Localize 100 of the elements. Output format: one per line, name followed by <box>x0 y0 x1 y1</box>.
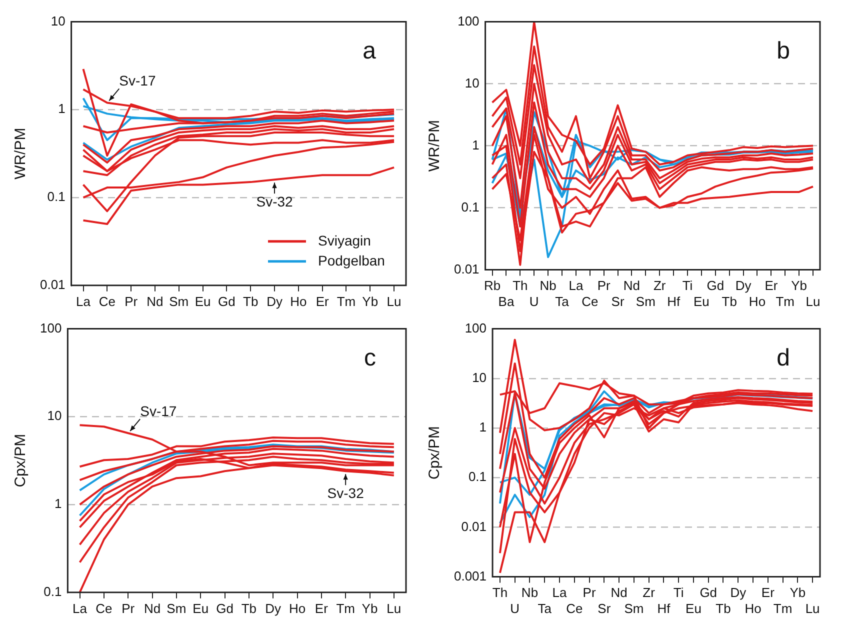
y-tick-label: 10 <box>472 370 487 385</box>
x-tick-label: Ce <box>566 600 583 616</box>
x-tick-label: Sm <box>624 600 644 616</box>
x-tick-label: Tb <box>722 294 737 309</box>
y-tick-label: 0.1 <box>461 199 480 214</box>
x-tick-label: Ho <box>288 600 306 616</box>
x-tick-label: Ti <box>673 585 684 600</box>
x-tick-label: Tm <box>336 600 355 616</box>
x-tick-label: Gd <box>218 294 236 309</box>
legend-label: Podgelban <box>318 252 385 268</box>
y-tick-label: 0.1 <box>44 584 62 599</box>
x-tick-label: Dy <box>730 585 747 600</box>
y-tick-label: 100 <box>40 320 62 336</box>
y-tick-label: 1 <box>479 420 487 435</box>
y-tick-label: 0.01 <box>461 518 487 534</box>
y-tick-label: 0.01 <box>40 276 66 292</box>
annotation: Sv-17 <box>119 72 156 89</box>
x-tick-label: Nb <box>521 585 538 600</box>
y-tick-label: 1 <box>58 101 66 116</box>
x-tick-label: Zr <box>642 585 656 600</box>
x-tick-label: Ta <box>555 294 570 309</box>
y-axis-title: Cpx/PM <box>12 434 30 488</box>
x-tick-label: Th <box>492 585 508 600</box>
x-tick-label: Tm <box>776 294 795 309</box>
x-tick-label: Dy <box>265 600 282 616</box>
x-tick-label: Th <box>512 278 528 294</box>
x-tick-label: Eu <box>192 600 209 616</box>
x-tick-label: La <box>72 600 88 616</box>
x-tick-label: Pr <box>582 585 596 600</box>
y-axis-title: WR/PM <box>426 120 444 172</box>
x-tick-label: Ce <box>96 600 112 616</box>
x-tick-label: Ta <box>538 600 552 616</box>
text: a <box>362 37 377 64</box>
x-tick-label: Nd <box>146 294 164 309</box>
y-axis-title: WR/PM <box>12 128 30 180</box>
x-tick-label: U <box>529 294 539 309</box>
x-tick-label: Er <box>761 585 776 600</box>
x-tick-label: Tm <box>773 600 792 616</box>
x-tick-label: U <box>510 600 520 616</box>
y-tick-label: 1 <box>472 137 480 152</box>
x-tick-label: Yb <box>791 278 808 294</box>
x-tick-label: Ho <box>744 600 762 616</box>
text: c <box>364 344 376 372</box>
x-tick-label: Gd <box>700 585 718 600</box>
x-tick-label: Ho <box>748 294 766 309</box>
x-tick-label: Rb <box>484 278 501 294</box>
y-tick-label: 10 <box>47 408 62 424</box>
y-tick-label: 0.1 <box>468 469 487 484</box>
text: b <box>776 37 790 64</box>
x-tick-label: Tb <box>241 600 257 616</box>
y-tick-label: 10 <box>50 13 66 28</box>
x-tick-label: Er <box>316 294 330 309</box>
y-tick-label: 0.01 <box>454 261 480 276</box>
annotation: Sv-32 <box>327 484 364 501</box>
x-tick-label: Hf <box>667 294 680 309</box>
x-tick-label: Lu <box>805 600 820 616</box>
y-tick-label: 0.1 <box>47 189 66 204</box>
x-tick-label: Eu <box>694 294 710 309</box>
annotation: Sv-17 <box>140 402 177 419</box>
x-tick-label: Tb <box>716 600 731 616</box>
x-tick-label: Gd <box>706 278 724 294</box>
x-tick-label: Pr <box>597 278 612 294</box>
legend-label: Sviyagin <box>318 232 371 248</box>
x-tick-label: Zr <box>653 278 666 294</box>
annotation: Sv-32 <box>256 193 294 210</box>
x-tick-label: Nd <box>610 585 628 600</box>
x-tick-label: La <box>552 585 568 600</box>
x-tick-label: Dy <box>735 278 752 294</box>
x-tick-label: La <box>76 294 92 309</box>
y-axis-title: Cpx/PM <box>426 426 444 480</box>
x-tick-label: Gd <box>216 600 234 616</box>
x-tick-label: Ce <box>98 294 116 309</box>
x-tick-label: La <box>568 278 584 294</box>
x-tick-label: Sr <box>611 294 625 309</box>
y-tick-label: 100 <box>458 13 480 28</box>
x-tick-label: Nd <box>144 600 161 616</box>
x-tick-label: Sr <box>598 600 612 616</box>
x-tick-label: Lu <box>386 600 402 616</box>
y-tick-label: 10 <box>464 75 480 90</box>
x-tick-label: Ti <box>682 278 693 294</box>
x-tick-label: Ce <box>582 294 598 309</box>
text: d <box>776 344 790 372</box>
x-tick-label: Nd <box>623 278 640 294</box>
x-tick-label: Tb <box>243 294 258 309</box>
y-tick-label: 1 <box>54 496 62 512</box>
x-tick-label: Tm <box>336 294 356 309</box>
x-tick-label: Pr <box>124 294 138 309</box>
x-tick-label: Nb <box>540 278 556 294</box>
x-tick-label: Lu <box>386 294 402 309</box>
x-tick-label: Ba <box>498 294 515 309</box>
x-tick-label: Sm <box>169 294 189 309</box>
x-tick-label: Ho <box>290 294 307 309</box>
x-tick-label: Sm <box>636 294 656 309</box>
x-tick-label: Lu <box>806 294 820 309</box>
x-tick-label: Sm <box>166 600 186 616</box>
x-tick-label: Yb <box>362 600 378 616</box>
x-tick-label: Yb <box>362 294 378 309</box>
x-tick-label: Eu <box>194 294 211 309</box>
x-tick-label: Dy <box>266 294 283 309</box>
x-tick-label: Er <box>314 600 329 616</box>
